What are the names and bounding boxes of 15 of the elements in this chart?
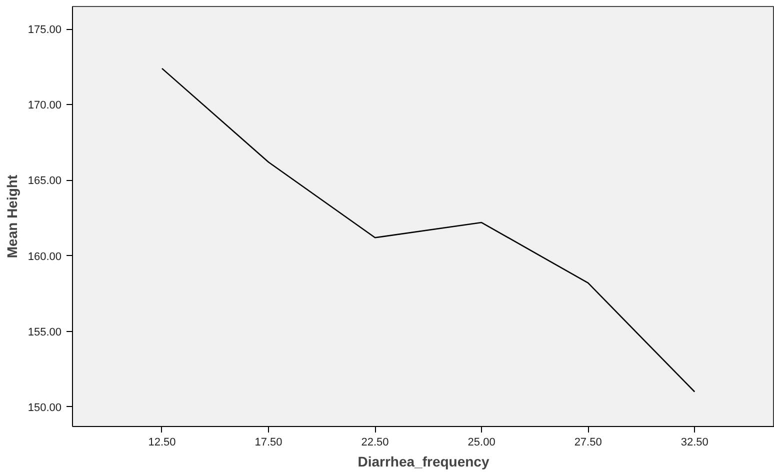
x-tick-label: 32.50 [680, 436, 708, 448]
x-axis-title: Diarrhea_frequency [358, 454, 490, 470]
y-tick-label: 160.00 [28, 250, 62, 263]
x-tick-label: 22.50 [361, 436, 389, 448]
x-tick-label: 25.00 [468, 436, 496, 448]
line-series [161, 68, 696, 392]
x-tick-label: 27.50 [574, 436, 602, 448]
y-tick-label: 175.00 [28, 24, 62, 36]
y-axis-title: Mean Height [4, 174, 20, 258]
y-tick-label: 155.00 [28, 326, 62, 338]
y-tick-label: 165.00 [28, 175, 62, 188]
x-tick-label: 17.50 [254, 436, 282, 448]
y-tick-label: 170.00 [28, 100, 62, 112]
x-tick-label: 12.50 [148, 436, 176, 448]
y-tick-label: 150.00 [28, 402, 62, 414]
